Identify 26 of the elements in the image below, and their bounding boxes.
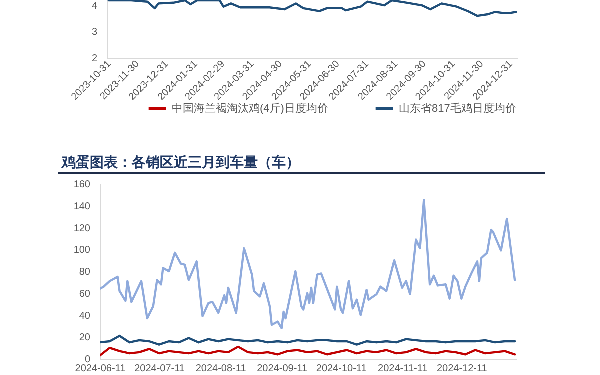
x-tick-label: 2024-10-11 (316, 364, 368, 374)
y-tick-label: 60 (79, 288, 91, 300)
y-tick-label: 2 (92, 54, 98, 64)
x-tick-label: 2024-06-11 (75, 364, 126, 374)
legend-label: 中国海兰褐淘汰鸡(4斤)日度均价 (172, 102, 328, 115)
y-tick-label: 100 (74, 245, 91, 256)
x-tick-label: 2024-08-11 (196, 364, 247, 374)
line-series (108, 0, 518, 18)
x-tick-label: 2024-12-11 (436, 364, 488, 374)
y-tick-label: 120 (74, 223, 91, 234)
chart-title: 鸡蛋图表：各销区近三月到车量（车） (62, 154, 300, 172)
y-tick-label: 20 (79, 332, 91, 344)
x-tick-label: 2024-07-11 (134, 364, 186, 374)
y-tick-label: 0 (84, 354, 91, 366)
y-tick-label: 160 (74, 180, 91, 190)
y-tick-label: 140 (74, 201, 91, 212)
y-tick-label: 3 (92, 27, 98, 38)
x-tick-label: 2024-11-11 (378, 364, 428, 374)
y-tick-label: 4 (92, 0, 98, 12)
line-series (100, 334, 516, 346)
x-tick-label: 2024-09-11 (257, 364, 308, 374)
line-series (100, 199, 516, 330)
legend-label: 山东省817毛鸡日度均价 (399, 102, 516, 115)
y-tick-label: 80 (79, 267, 91, 278)
y-tick-label: 40 (79, 310, 91, 322)
line-series (100, 346, 516, 357)
